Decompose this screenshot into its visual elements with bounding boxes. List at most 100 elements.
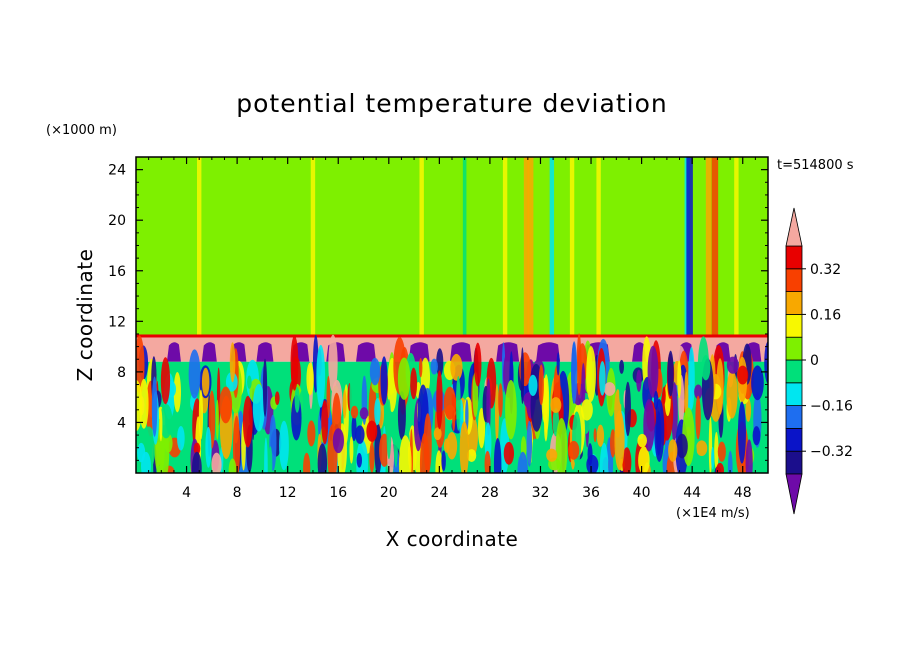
turbulent-cell [571, 341, 578, 404]
turbulent-cell [684, 371, 689, 419]
turbulent-cell [443, 386, 457, 420]
turbulent-cell [446, 432, 458, 460]
turbulent-cell [726, 370, 738, 419]
colorbar-segment [785, 427, 803, 452]
turbulent-cell [366, 420, 378, 442]
turbulent-cell [252, 383, 265, 432]
turbulent-cell [546, 448, 558, 462]
x-tick-label: 24 [430, 485, 448, 501]
turbulent-cell [139, 378, 149, 429]
turbulent-cell [505, 380, 517, 440]
colorbar-segment [785, 313, 803, 338]
turbulent-cell [599, 442, 609, 473]
y-tick-label: 12 [108, 314, 126, 330]
colorbar-segment [785, 291, 803, 315]
colorbar-over-arrow [785, 207, 803, 247]
colorbar-segment [785, 405, 803, 429]
turbulent-cell [356, 453, 363, 468]
turbulent-cell [342, 389, 347, 419]
turbulent-cell [717, 441, 726, 462]
turbulent-cell [441, 450, 446, 472]
heatmap-field [136, 157, 768, 473]
turbulent-cell [137, 442, 146, 463]
turbulent-cell [716, 462, 724, 473]
turbulent-cell [450, 353, 463, 381]
turbulent-cell [727, 450, 733, 473]
turbulent-cell [397, 357, 411, 400]
x-tick-label: 8 [233, 485, 242, 501]
turbulent-cell [262, 358, 268, 417]
x-tick-label: 12 [279, 485, 297, 501]
turbulent-cell [435, 450, 443, 473]
turbulent-cell [696, 440, 708, 457]
turbulent-cell [610, 429, 616, 458]
turbulent-cell [714, 431, 719, 470]
x-tick-label: 20 [380, 485, 398, 501]
turbulent-cell [586, 346, 596, 402]
turbulent-cell [193, 442, 201, 455]
turbulent-cell [393, 413, 398, 468]
turbulent-cell [498, 383, 503, 418]
turbulent-cell [380, 356, 388, 405]
colorbar-under-arrow [785, 473, 803, 515]
turbulent-cell [332, 428, 344, 454]
colorbar-label: −0.16 [810, 399, 853, 415]
turbulent-cell [151, 376, 158, 437]
colorbar: 0.32 0.16 0 −0.16 −0.32 [785, 207, 853, 515]
turbulent-cell [493, 437, 502, 473]
turbulent-cells [136, 333, 768, 473]
turbulent-cell [274, 391, 280, 405]
turbulent-cell [668, 439, 678, 462]
turbulent-cell [229, 342, 236, 383]
turbulent-cell [751, 365, 764, 401]
turbulent-cell [745, 439, 753, 473]
upper-column [419, 157, 424, 337]
turbulent-cell [555, 417, 568, 473]
turbulent-cell [349, 436, 354, 464]
turbulent-cell [568, 440, 580, 460]
turbulent-cell [694, 384, 703, 400]
turbulent-cell [580, 399, 593, 421]
turbulent-cell [667, 350, 674, 397]
turbulent-cell [436, 370, 443, 430]
turbulent-cell [191, 451, 202, 473]
upper-column [502, 157, 508, 337]
upper-column [462, 157, 467, 337]
turbulent-cell [662, 386, 666, 405]
cold-pocket [256, 342, 274, 362]
turbulent-cell [233, 415, 241, 473]
turbulent-cell [355, 425, 365, 444]
turbulent-cell [593, 428, 597, 443]
turbulent-cell [550, 397, 562, 414]
time-label: t=514800 s [777, 158, 854, 173]
upper-column [549, 157, 555, 337]
turbulent-cell [695, 395, 701, 440]
colorbar-segment [785, 336, 803, 361]
turbulent-cell [459, 421, 469, 473]
x-tick-label: 16 [329, 485, 347, 501]
turbulent-cell [418, 357, 423, 378]
colorbar-label: 0.16 [810, 307, 841, 323]
turbulent-cell [359, 407, 369, 420]
turbulent-cell [726, 356, 739, 374]
turbulent-cell [745, 398, 752, 422]
turbulent-cell [654, 398, 665, 462]
turbulent-cell [737, 401, 746, 464]
turbulent-cell [637, 433, 647, 448]
turbulent-cell [321, 400, 329, 445]
x-tick-label: 36 [582, 485, 600, 501]
y-axis-ticks: 4 8 12 16 20 24 [108, 163, 768, 461]
turbulent-cell [452, 410, 456, 432]
turbulent-cell [215, 399, 219, 440]
turbulent-cell [614, 410, 625, 471]
turbulent-cell [478, 407, 486, 449]
turbulent-cell [636, 369, 642, 392]
upper-column [569, 157, 575, 337]
cold-pocket [166, 342, 181, 362]
turbulent-cell [419, 432, 430, 473]
turbulent-cell [603, 382, 616, 396]
turbulent-cell [599, 361, 606, 396]
turbulent-cell [764, 341, 768, 384]
turbulent-cell [386, 398, 392, 460]
